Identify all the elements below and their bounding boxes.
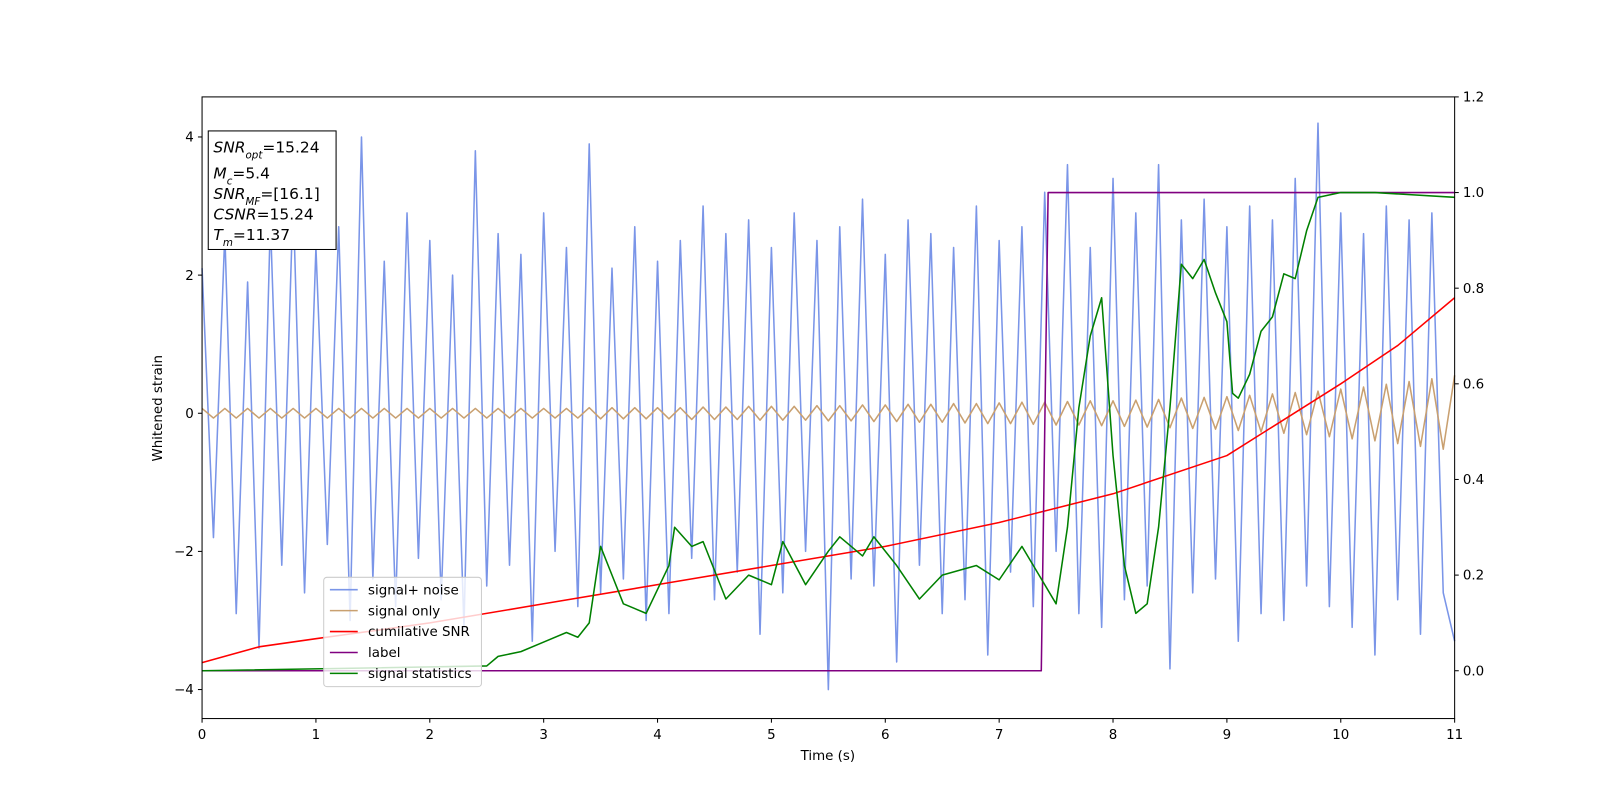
y2-tick-label: 0.8 [1463,282,1484,297]
x-tick-label: 2 [426,728,435,743]
legend-label: label [368,646,400,661]
x-tick-label: 9 [1223,728,1232,743]
annotation: CSNR=15.24 [213,206,313,224]
annotation: Mc=5.4 [213,164,270,187]
x-tick-label: 6 [881,728,890,743]
x-tick-label: 3 [539,728,548,743]
annotation-subscript: opt [246,150,264,162]
y2-tick-label: 0.2 [1463,569,1484,584]
legend-box [323,576,482,688]
y2-tick-label: 0.0 [1463,664,1484,679]
series-line [202,191,1455,672]
annotation-symbol: T [213,226,224,244]
y2-tick-label: 1.0 [1463,186,1484,201]
annotation: SNRMF=[16.1] [213,185,319,208]
y-tick-label: 2 [185,269,194,284]
annotation-value: =15.24 [257,206,314,224]
annotation-box [207,130,337,250]
y-tick-label: 0 [185,407,194,422]
legend-label: cumilative SNR [368,625,470,640]
annotation-symbol: SNR [213,185,245,203]
x-tick-label: 8 [1109,728,1118,743]
legend-label: signal only [368,604,440,619]
annotation: Tm=11.37 [213,226,290,249]
annotation-value: =11.37 [233,226,290,244]
annotation-subscript: m [223,237,233,249]
x-axis-label: Time (s) [800,749,855,764]
legend-label: signal+ noise [368,583,459,598]
y-tick-label: 4 [185,131,194,146]
annotation-value: =5.4 [232,164,270,182]
annotation-value: =[16.1] [260,185,319,203]
series-line [201,375,1456,450]
series-line [201,122,1456,691]
y-tick-label: −2 [174,545,194,560]
annotation-subscript: MF [246,196,262,208]
annotation-value: =15.24 [262,139,319,157]
annotation-symbol: M [213,164,226,182]
annotation-symbol: SNR [213,139,245,157]
annotation-symbol: CSNR [213,206,256,224]
annotation: SNRopt=15.24 [213,139,319,162]
axes-frame [201,96,1456,720]
x-tick-label: 4 [653,728,662,743]
series-line [202,191,1455,672]
legend-label: signal statistics [368,667,472,682]
x-tick-label: 5 [767,728,776,743]
x-tick-label: 7 [995,728,1004,743]
y2-tick-label: 0.6 [1463,377,1484,392]
annotation-subscript: c [227,175,233,187]
x-tick-label: 0 [198,728,207,743]
x-tick-label: 1 [312,728,321,743]
y2-tick-label: 0.4 [1463,473,1484,488]
y-tick-label: −4 [174,683,194,698]
y2-tick-label: 1.2 [1463,91,1484,106]
y-axis-label: Whitened strain [151,355,166,462]
x-tick-label: 11 [1446,728,1463,743]
x-tick-label: 10 [1332,728,1349,743]
